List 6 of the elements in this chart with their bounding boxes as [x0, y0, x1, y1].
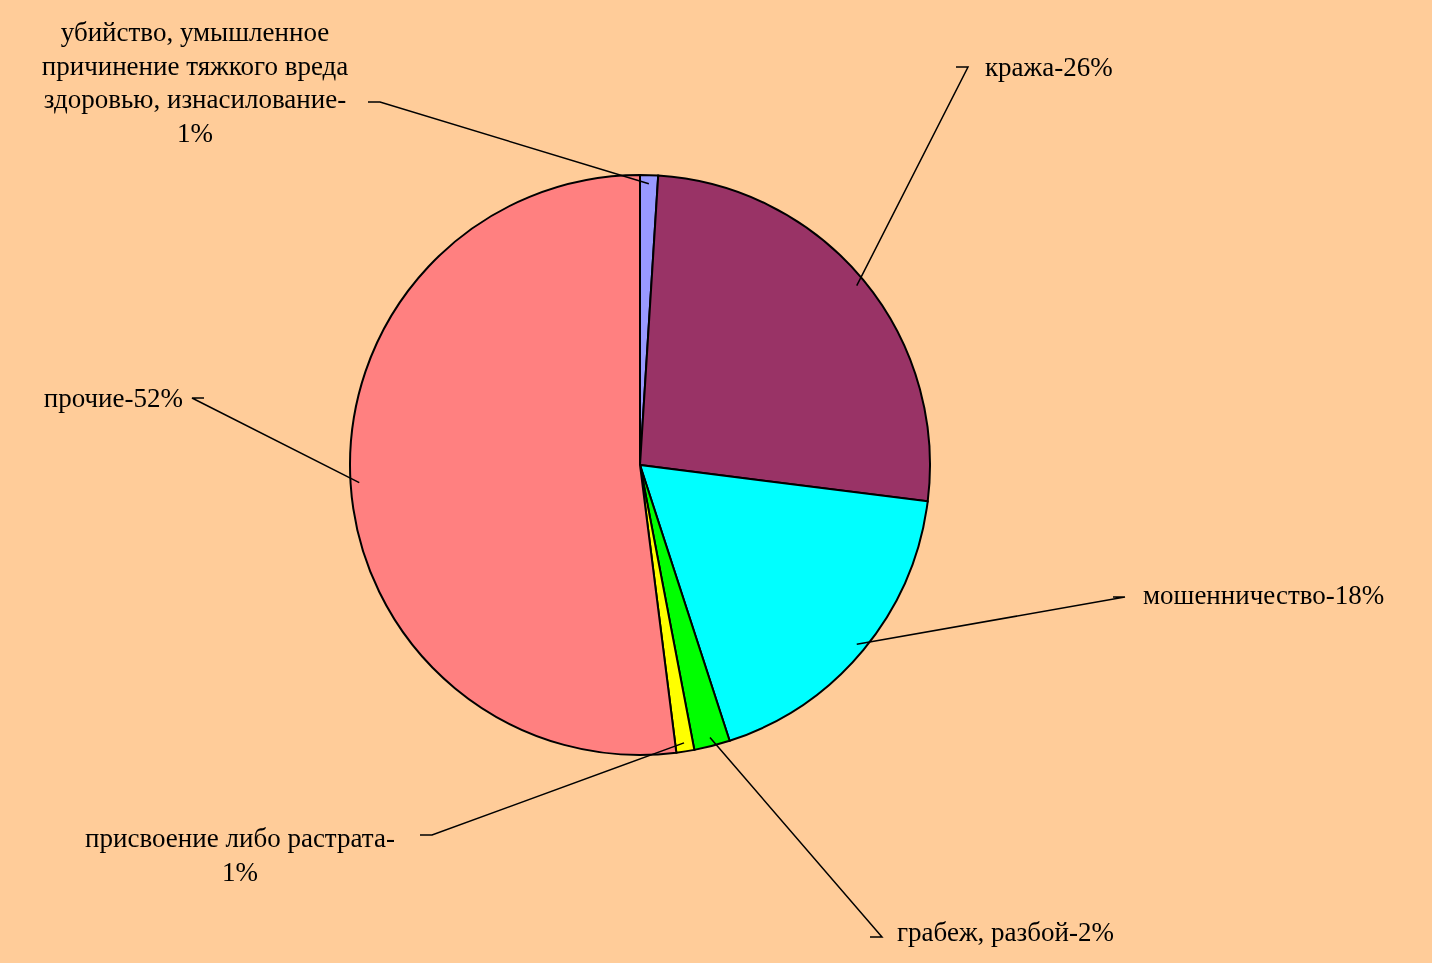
- slice-label: грабеж, разбой-2%: [897, 916, 1114, 947]
- slice-label: убийство, умышленное причинение тяжкого вреда здоровью, изнасилование- 1%: [41, 16, 349, 149]
- slice-label: прочие-52%: [43, 382, 183, 413]
- slice-label: мошенничество-18%: [1143, 579, 1385, 610]
- slice-label: присвоение либо растрата- 1%: [85, 822, 395, 887]
- slice-label: кража-26%: [985, 51, 1113, 82]
